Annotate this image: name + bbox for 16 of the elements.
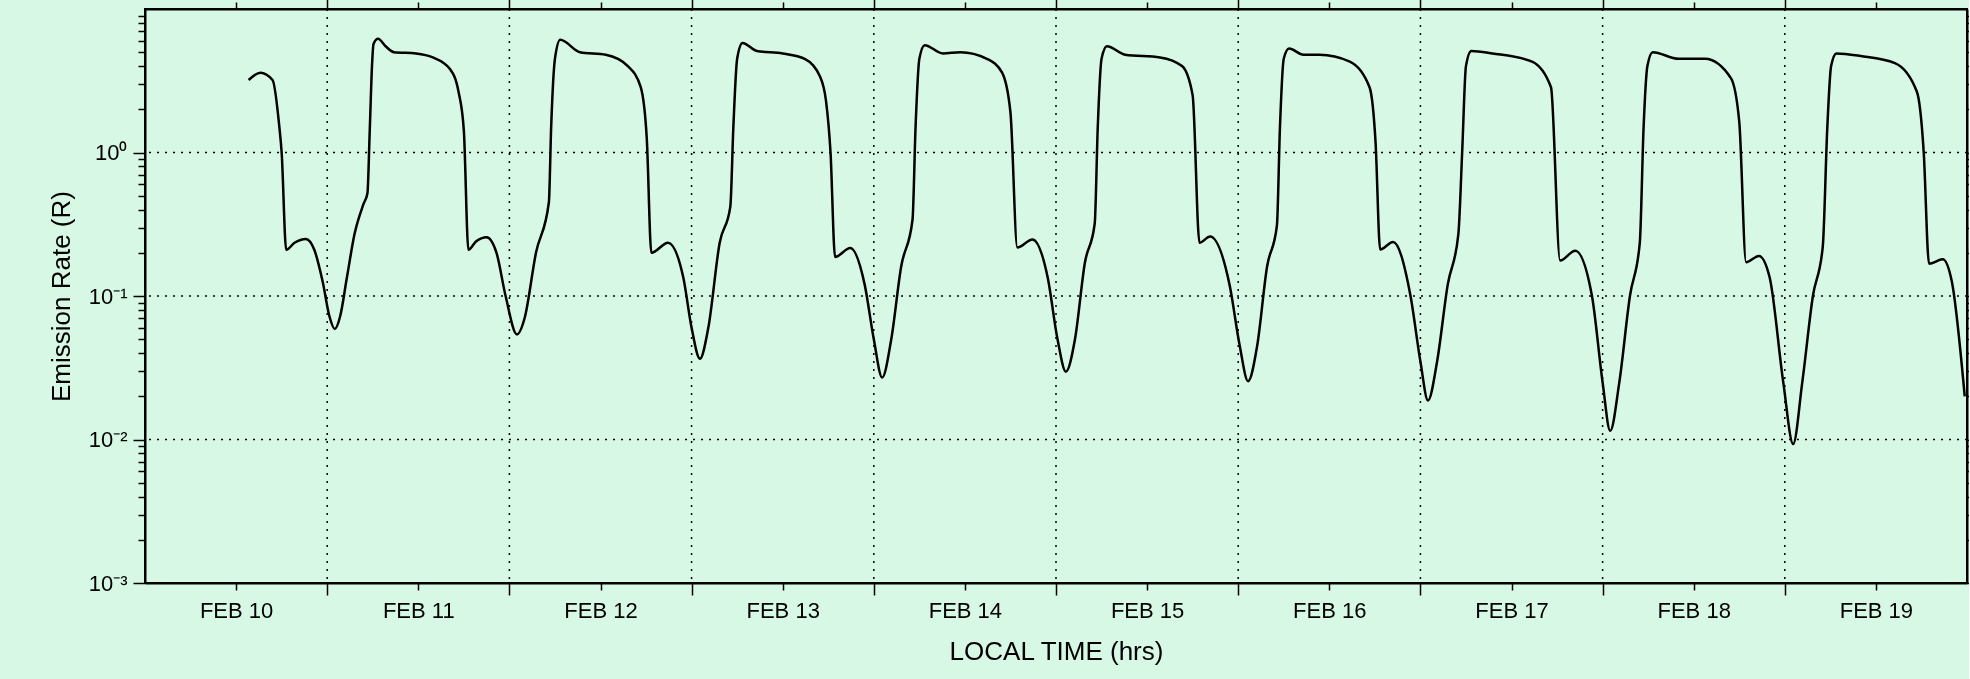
x-tick-label: FEB 10 (199, 597, 274, 623)
y-tick-label: 10⁻³ (88, 570, 128, 596)
x-tick-label: FEB 19 (1839, 597, 1914, 623)
x-tick-label: FEB 17 (1475, 597, 1549, 623)
y-tick-label: 10⁰ (95, 140, 128, 165)
x-tick-label: FEB 11 (382, 597, 455, 623)
x-tick-label: FEB 14 (928, 597, 1003, 623)
x-tick-label: FEB 15 (1110, 597, 1185, 623)
y-axis-title: Emission Rate (R) (45, 191, 76, 402)
x-tick-label: FEB 16 (1293, 597, 1367, 623)
x-tick-label: FEB 18 (1657, 597, 1731, 623)
y-tick-label: 10⁻¹ (88, 283, 128, 309)
x-axis-title: LOCAL TIME (hrs) (949, 635, 1164, 666)
x-tick-label: FEB 13 (746, 597, 820, 623)
y-tick-label: 10⁻² (88, 427, 128, 452)
x-tick-label: FEB 12 (564, 597, 638, 623)
